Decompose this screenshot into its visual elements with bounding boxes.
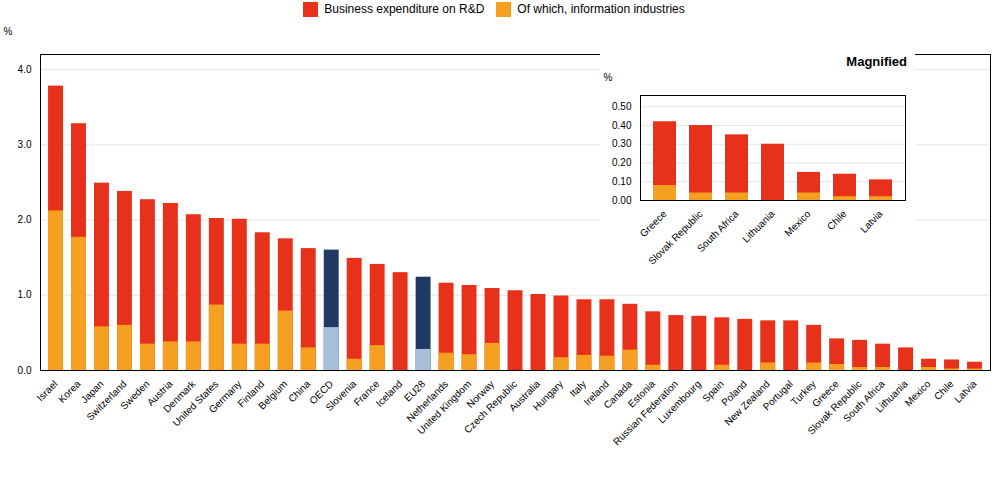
svg-text:2.0: 2.0 [18,214,32,225]
svg-text:Korea: Korea [56,378,83,405]
svg-text:France: France [351,378,382,408]
svg-text:Spain: Spain [700,378,726,405]
svg-text:Australia: Australia [506,378,543,414]
svg-text:Slovak Republic: Slovak Republic [646,208,704,266]
svg-text:Denmark: Denmark [161,378,198,415]
svg-text:Lithuania: Lithuania [873,378,910,415]
svg-text:Japan: Japan [78,378,106,406]
svg-text:Turkey: Turkey [788,378,818,408]
svg-text:Norway: Norway [464,378,497,410]
svg-text:Italy: Italy [567,378,589,399]
svg-text:South Africa: South Africa [695,208,741,254]
svg-text:%: % [4,26,13,37]
svg-text:OECD: OECD [307,378,336,407]
svg-text:1.0: 1.0 [18,289,32,300]
svg-text:0.00: 0.00 [612,195,632,206]
svg-text:Poland: Poland [719,378,749,408]
svg-text:0.20: 0.20 [612,157,632,168]
svg-text:Netherlands: Netherlands [404,378,451,425]
svg-text:0.10: 0.10 [612,176,632,187]
svg-text:Chile: Chile [931,378,956,403]
svg-text:South Africa: South Africa [840,378,887,425]
svg-text:United Kingdom: United Kingdom [415,378,474,437]
svg-text:Hungary: Hungary [531,378,566,413]
svg-text:Chile: Chile [825,208,849,232]
svg-text:Latvia: Latvia [858,208,885,235]
svg-text:New Zealand: New Zealand [722,378,772,428]
svg-text:Greece: Greece [638,208,669,239]
svg-text:Belgium: Belgium [256,378,289,411]
svg-text:Austria: Austria [144,378,175,408]
svg-text:Finland: Finland [235,378,267,410]
svg-text:Russian Federation: Russian Federation [610,378,680,448]
svg-text:Canada: Canada [601,378,634,411]
svg-text:Latvia: Latvia [952,378,979,405]
svg-text:0.50: 0.50 [612,101,632,112]
svg-text:Lithuania: Lithuania [740,208,777,245]
svg-text:0.0: 0.0 [18,365,32,376]
svg-text:Israel: Israel [35,378,60,403]
svg-text:Mexico: Mexico [782,208,812,238]
html-text:Magnified: Magnified [846,54,907,69]
svg-text:Sweden: Sweden [118,378,151,411]
svg-text:0.30: 0.30 [612,138,632,149]
svg-text:Portugal: Portugal [761,378,795,412]
html-text:Business expenditure on R&D: Business expenditure on R&D [324,2,485,16]
svg-text:Czech Republic: Czech Republic [461,378,520,436]
svg-text:3.0: 3.0 [18,139,32,150]
svg-text:Mexico: Mexico [903,378,933,408]
svg-text:United States: United States [170,378,221,429]
svg-text:Ireland: Ireland [581,378,612,408]
html-text:Of which, information industri: Of which, information industries [517,2,685,16]
svg-text:China: China [286,378,313,405]
svg-text:Greece: Greece [809,378,841,410]
svg-text:0.40: 0.40 [612,120,632,131]
svg-text:Estonia: Estonia [625,378,657,410]
svg-text:Switzerland: Switzerland [84,378,129,423]
svg-text:4.0: 4.0 [18,64,32,75]
svg-text:Germany: Germany [207,378,244,415]
svg-text:EU28: EU28 [401,378,428,404]
svg-text:Slovak Republic: Slovak Republic [805,378,864,437]
svg-text:Slovenia: Slovenia [323,378,358,413]
svg-text:%: % [604,72,613,83]
svg-text:Iceland: Iceland [374,378,405,409]
svg-text:Luxembourg: Luxembourg [656,378,703,425]
